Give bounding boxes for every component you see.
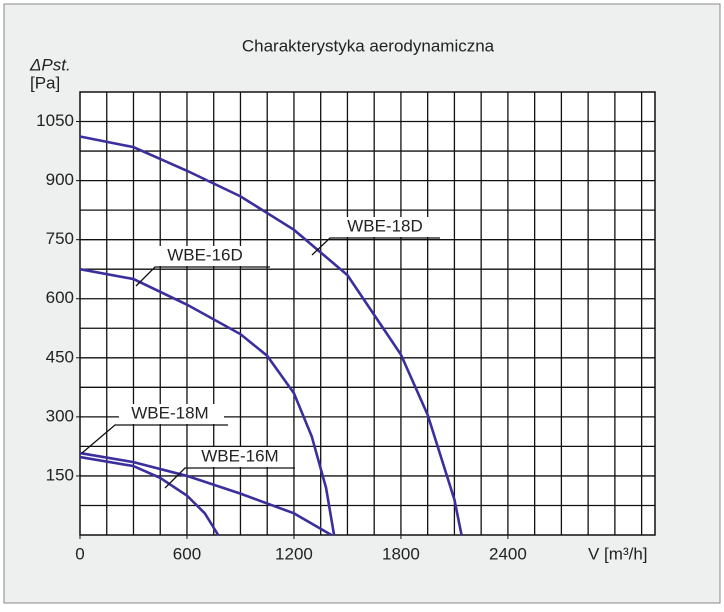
leader-line (135, 266, 270, 287)
y-tick-label: 600 (46, 288, 74, 307)
curve (79, 135, 463, 536)
x-tick-label: 0 (75, 544, 84, 563)
series-label: WBE-16D (167, 245, 243, 264)
label-bg (159, 246, 266, 266)
plot-area (79, 91, 656, 536)
x-tick-label: 600 (173, 544, 201, 563)
y-tick-label: 300 (46, 406, 74, 425)
y-axis-label: ΔPst. (29, 55, 71, 74)
series-label: WBE-18D (347, 216, 423, 235)
y-tick-label: 1050 (36, 111, 74, 130)
series-label: WBE-16M (201, 446, 278, 465)
y-tick-label: 450 (46, 347, 74, 366)
label-bg (334, 217, 436, 237)
leader-line (81, 424, 228, 454)
label-bg (189, 447, 291, 467)
curve (79, 455, 220, 536)
label-bg (119, 404, 224, 424)
y-tick-label: 150 (46, 465, 74, 484)
x-tick-label: 1200 (275, 544, 313, 563)
y-tick-label: 750 (46, 229, 74, 248)
y-tick-label: 900 (46, 170, 74, 189)
x-tick-label: 2400 (489, 544, 527, 563)
y-axis-unit: [Pa] (30, 73, 60, 92)
series-label: WBE-18M (131, 403, 208, 422)
leader-line (311, 237, 440, 256)
chart-title: Charakterystyka aerodynamiczna (242, 36, 495, 55)
curve (79, 451, 333, 537)
curve (79, 267, 336, 536)
x-tick-label: 1800 (382, 544, 420, 563)
leader-line (164, 467, 295, 489)
x-axis-label: V [m³/h] (588, 544, 648, 563)
